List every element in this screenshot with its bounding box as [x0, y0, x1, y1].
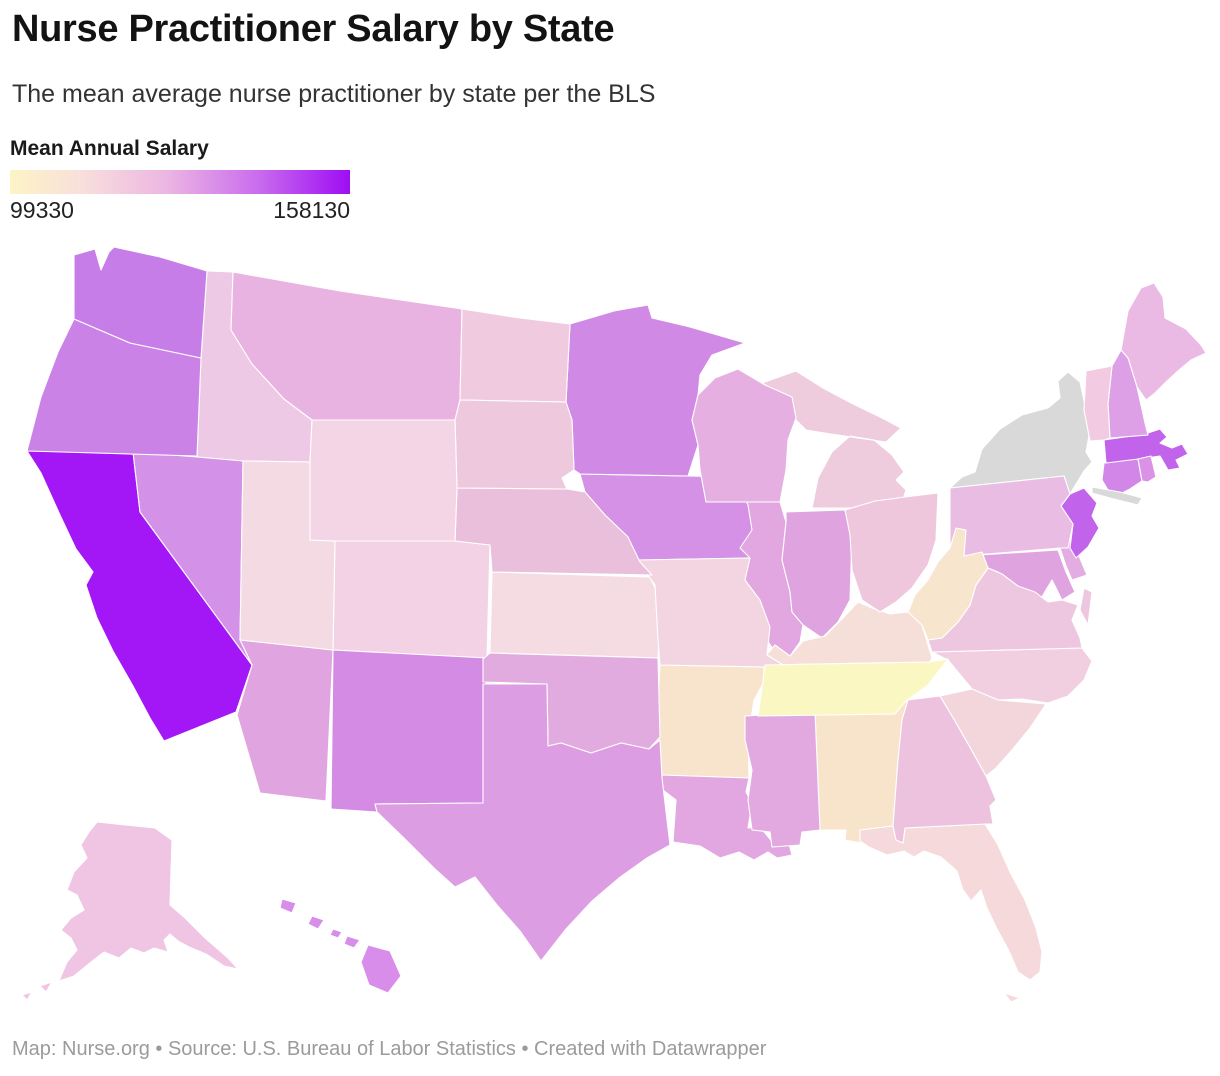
state-wy[interactable]: Wyoming — ~113000 — [309, 419, 458, 542]
separator-1: • — [149, 1038, 168, 1060]
state-tx[interactable]: Texas — ~130000 — [374, 683, 671, 962]
state-nc[interactable]: North Carolina — ~116000 — [931, 647, 1093, 704]
state-fl[interactable]: Florida — ~115000 — [859, 823, 1043, 1003]
map-credit-link[interactable]: Nurse.org — [62, 1038, 150, 1060]
state-ri[interactable]: Rhode Island — ~134000 — [1137, 455, 1157, 483]
state-ak[interactable]: Alaska — ~119000 — [21, 821, 239, 1001]
state-vt[interactable]: Vermont — ~115000 — [1083, 365, 1113, 442]
state-nd[interactable]: North Dakota — ~114000 — [459, 308, 571, 403]
state-ny[interactable]: New York — no data — [949, 371, 1143, 506]
source-link[interactable]: U.S. Bureau of Labor Statistics — [242, 1038, 516, 1060]
state-nm[interactable]: New Mexico — ~134000 — [330, 649, 488, 813]
state-pa[interactable]: Pennsylvania — ~122000 — [949, 475, 1074, 557]
state-wi[interactable]: Wisconsin — ~125000 — [691, 368, 797, 503]
state-wv[interactable]: West Virginia — ~105000 — [907, 527, 989, 641]
state-co[interactable]: Colorado — ~113000 — [332, 540, 491, 659]
state-me[interactable]: Maine — ~122000 — [1120, 282, 1207, 401]
source-label: Source: — [167, 1038, 243, 1060]
chart-title: Nurse Practitioner Salary by State — [12, 8, 615, 50]
legend-min-label: 99330 — [10, 197, 74, 223]
state-oh[interactable]: Ohio — ~117000 — [844, 492, 939, 613]
state-ks[interactable]: Kansas — ~111000 — [489, 571, 662, 659]
state-wa[interactable]: Washington — ~139000 — [73, 246, 208, 359]
state-sc[interactable]: South Carolina — ~115000 — [939, 688, 1047, 777]
attribution-line: Map: Nurse.org • Source: U.S. Bureau of … — [12, 1038, 766, 1061]
state-ne[interactable]: Nebraska — ~118000 — [454, 487, 653, 576]
chart-subtitle: The mean average nurse practitioner by s… — [12, 80, 656, 108]
state-tn[interactable]: Tennessee — ~99330 — [757, 658, 949, 717]
state-sd[interactable]: South Dakota — ~116000 — [454, 399, 575, 490]
state-ky[interactable]: Kentucky — ~108000 — [761, 601, 933, 666]
map-credit-label: Map: — [12, 1038, 63, 1060]
state-ms[interactable]: Mississippi — ~127500 — [744, 711, 821, 848]
datawrapper-credit: Created with Datawrapper — [534, 1038, 767, 1060]
legend-labels: 99330 158130 — [10, 197, 350, 224]
states-group: Alabama — ~104000Alaska — ~119000Arizona… — [21, 246, 1207, 1003]
legend-gradient-bar — [10, 170, 350, 194]
separator-2: • — [515, 1038, 535, 1060]
legend-max-label: 158130 — [273, 197, 350, 223]
legend-title: Mean Annual Salary — [10, 137, 209, 160]
state-hi[interactable]: Hawaii — ~135000 — [279, 898, 402, 994]
color-legend: Mean Annual Salary 99330 158130 — [10, 137, 350, 224]
